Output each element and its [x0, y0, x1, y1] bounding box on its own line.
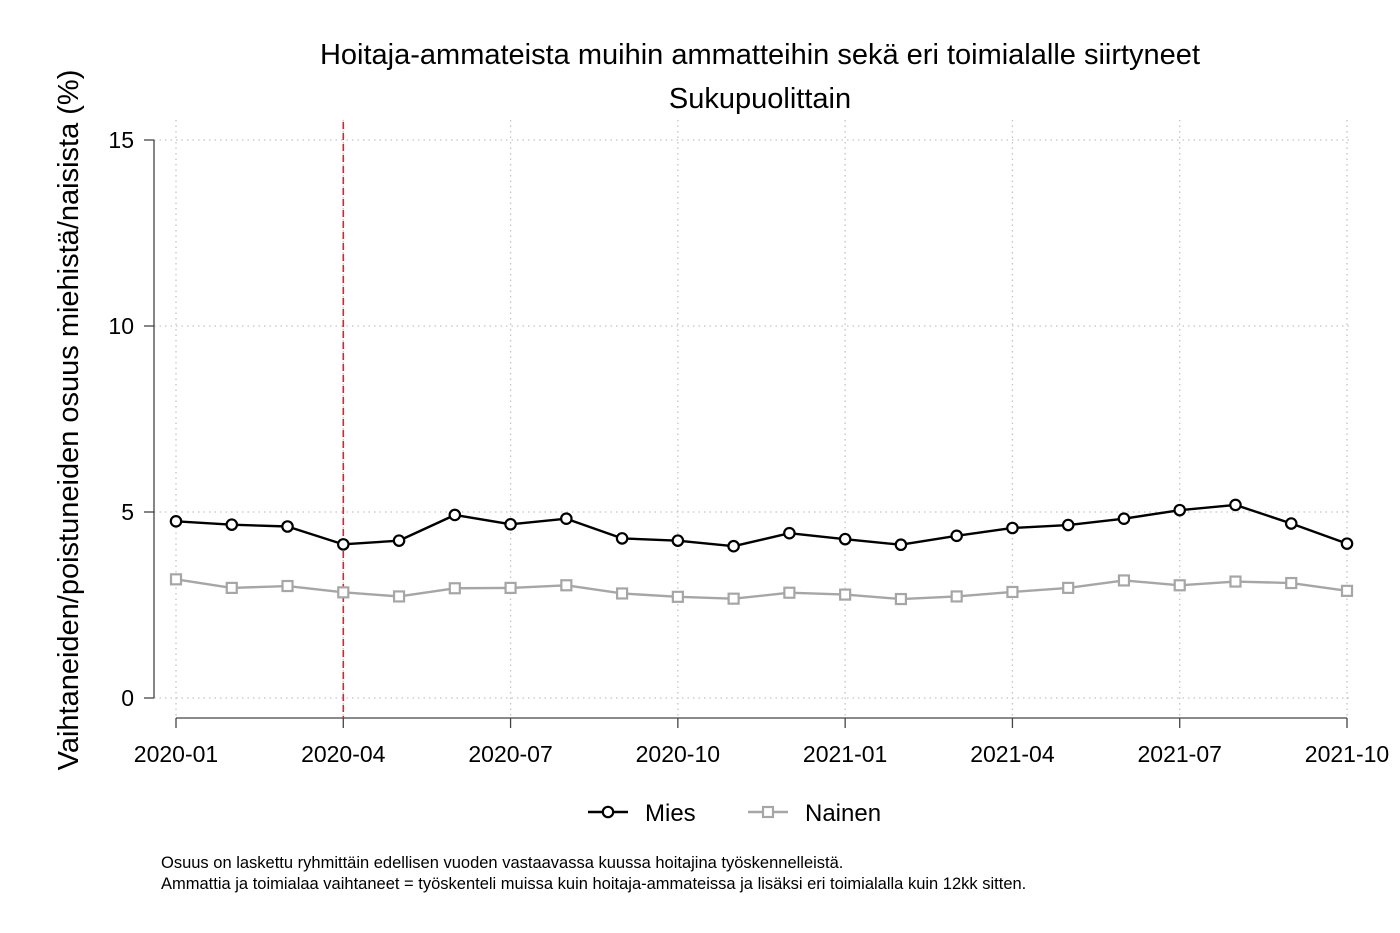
x-tick-label: 2021-07 [1138, 741, 1222, 767]
y-tick-label: 10 [108, 313, 134, 339]
x-tick-label: 2020-01 [134, 741, 218, 767]
series-line-nainen [175, 578, 1348, 601]
y-axis-title: Vaihtaneiden/poistuneiden osuus miehistä… [53, 70, 85, 771]
x-tick-label: 2020-10 [636, 741, 720, 767]
footnote-1: Osuus on laskettu ryhmittäin edellisen v… [161, 854, 844, 872]
data-point-mies [225, 518, 239, 531]
data-point-nainen [504, 581, 517, 594]
series-mies [169, 498, 1354, 553]
data-point-mies [671, 534, 685, 547]
data-point-nainen [225, 581, 238, 594]
chart-subtitle: Sukupuolittain [669, 83, 851, 115]
axes: 0 5 10 15 2020-01 2020-04 2020-07 2020-10 2021-0… [108, 127, 1389, 767]
data-point-mies [1229, 498, 1242, 512]
data-point-mies [1173, 503, 1187, 517]
data-point-nainen [1229, 575, 1242, 588]
data-point-nainen [281, 579, 294, 593]
legend-item-nainen: Nainen [748, 800, 881, 827]
data-point-mies [392, 534, 406, 547]
data-point-nainen [1173, 579, 1186, 592]
data-point-nainen [392, 590, 406, 603]
data-point-nainen [1340, 584, 1354, 597]
data-point-nainen [1117, 574, 1131, 587]
data-point-nainen [1006, 585, 1019, 599]
series-line-mies [175, 503, 1348, 548]
data-point-nainen [560, 579, 573, 592]
data-point-mies [783, 526, 796, 540]
footnote-2: Ammattia ja toimialaa vaihtaneet = työsk… [161, 875, 1027, 893]
data-point-mies [281, 520, 294, 533]
data-point-mies [1006, 521, 1019, 535]
data-point-nainen [783, 586, 796, 599]
data-point-nainen [337, 586, 350, 599]
x-tick-label: 2021-04 [970, 741, 1055, 767]
data-point-nainen [169, 573, 183, 586]
data-point-nainen [950, 590, 963, 603]
series-group [169, 498, 1354, 606]
data-point-mies [615, 532, 629, 545]
data-point-mies [950, 529, 963, 543]
grid-lines [154, 120, 1353, 718]
data-point-mies [727, 539, 740, 553]
y-tick-label: 5 [121, 499, 134, 525]
series-nainen [169, 573, 1354, 606]
legend-label: Mies [645, 800, 696, 827]
x-tick-label: 2021-10 [1305, 741, 1389, 767]
data-point-mies [504, 517, 517, 531]
data-point-mies [1340, 537, 1354, 550]
data-point-mies [1284, 517, 1298, 530]
x-tick-label: 2020-04 [301, 741, 386, 767]
data-point-nainen [727, 592, 740, 605]
data-point-mies [448, 508, 462, 522]
data-point-mies [1117, 512, 1131, 525]
data-point-mies [169, 514, 183, 528]
data-point-mies [1061, 518, 1075, 532]
legend-swatch-marker [761, 805, 775, 819]
legend-label: Nainen [805, 800, 881, 827]
data-point-mies [560, 512, 573, 525]
data-point-nainen [839, 588, 852, 601]
data-point-nainen [894, 592, 908, 606]
legend: Mies Nainen [588, 800, 881, 827]
legend-item-mies: Mies [588, 800, 696, 827]
legend-swatch-marker [601, 805, 615, 819]
data-point-nainen [1062, 581, 1075, 594]
data-point-mies [838, 532, 852, 546]
chart-title: Hoitaja-ammateista muihin ammatteihin se… [320, 39, 1200, 71]
data-point-nainen [615, 587, 629, 600]
y-tick-label: 0 [121, 685, 134, 711]
y-tick-label: 15 [108, 127, 134, 153]
data-point-mies [336, 538, 350, 551]
data-point-mies [894, 538, 908, 552]
x-tick-label: 2021-01 [803, 741, 887, 767]
data-point-nainen [1285, 576, 1298, 590]
data-point-nainen [671, 590, 684, 603]
data-point-nainen [448, 582, 461, 595]
x-tick-label: 2020-07 [468, 741, 552, 767]
